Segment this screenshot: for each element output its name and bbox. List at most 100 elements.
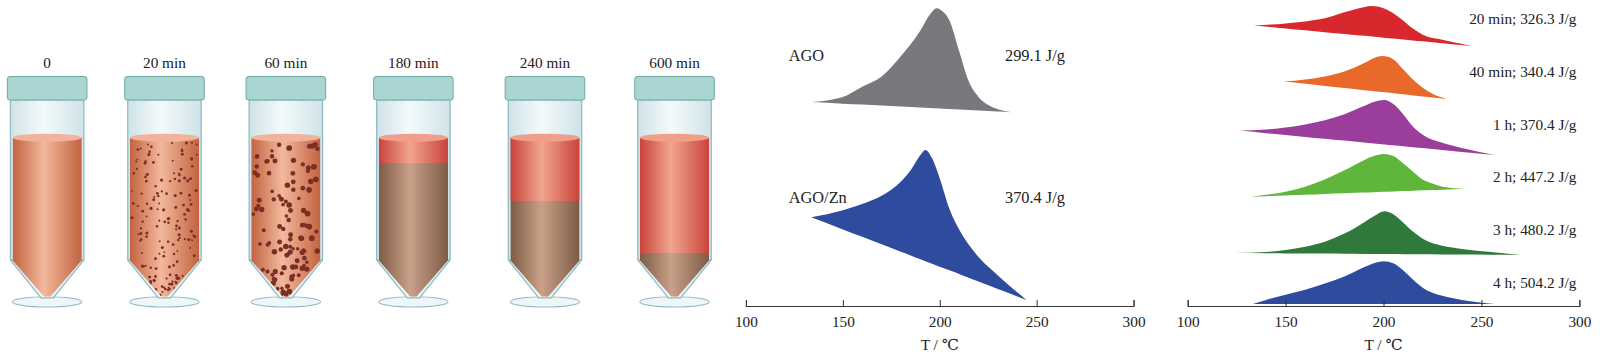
- series-label: 4 h; 504.2 J/g: [1493, 274, 1577, 291]
- particle: [284, 200, 288, 204]
- particle: [139, 240, 141, 242]
- particle: [193, 235, 196, 238]
- tube-cap: [7, 77, 87, 100]
- particle: [159, 294, 161, 296]
- particle: [145, 180, 148, 183]
- tube: 180 min: [374, 54, 454, 307]
- tube-cap: [246, 77, 326, 100]
- particle: [301, 208, 306, 213]
- particle: [150, 283, 152, 285]
- particle: [157, 195, 160, 198]
- particle: [280, 287, 283, 290]
- tube-cap: [505, 77, 585, 100]
- figure-svg: 020 min60 min180 min240 min600 minAGO299…: [0, 0, 1600, 355]
- tube-cap: [125, 77, 205, 100]
- particle: [161, 190, 163, 192]
- liquid-sediment: [640, 133, 709, 301]
- particle: [266, 159, 270, 163]
- particle: [139, 232, 142, 235]
- particle: [286, 202, 292, 208]
- particle: [195, 189, 198, 192]
- particle: [168, 266, 171, 269]
- particle: [259, 207, 264, 212]
- particle: [314, 229, 318, 233]
- particle: [165, 192, 168, 195]
- particle: [315, 248, 320, 253]
- x-tick-label: 250: [1026, 313, 1049, 330]
- particle: [172, 264, 175, 267]
- particle: [285, 214, 288, 217]
- particle: [300, 186, 305, 191]
- tube-cap: [374, 77, 454, 100]
- particle: [189, 199, 191, 201]
- particle: [149, 280, 152, 283]
- particle: [298, 236, 302, 240]
- x-tick: 100: [735, 300, 758, 330]
- particle: [293, 265, 298, 270]
- x-tick: 300: [1123, 300, 1146, 330]
- particle: [273, 269, 277, 273]
- particle: [175, 228, 177, 230]
- dsc-peak: [1240, 100, 1495, 155]
- particle: [298, 235, 304, 241]
- particle: [186, 179, 189, 182]
- tubes: 020 min60 min180 min240 min600 min: [7, 54, 714, 307]
- x-tick-mark: [1134, 300, 1135, 306]
- tube-label: 180 min: [388, 54, 439, 71]
- particle: [270, 190, 274, 194]
- x-tick: 150: [832, 300, 855, 330]
- particle: [271, 281, 276, 286]
- dsc-peak: [1251, 154, 1465, 197]
- dsc-chart: 20 min; 326.3 J/g40 min; 340.4 J/g1 h; 3…: [1177, 6, 1592, 353]
- particle: [154, 288, 157, 291]
- particle: [158, 253, 160, 255]
- dsc-peak: [811, 150, 1026, 300]
- particle: [167, 217, 170, 220]
- particle: [291, 187, 295, 191]
- particle: [154, 257, 157, 260]
- x-tick: 250: [1470, 300, 1493, 330]
- particle: [140, 238, 142, 240]
- particle: [278, 247, 283, 252]
- particle: [182, 204, 185, 207]
- particle: [184, 218, 186, 220]
- plot-area: [811, 8, 1026, 300]
- particle: [176, 220, 178, 222]
- particle: [272, 249, 278, 255]
- particle: [173, 287, 175, 289]
- particle: [313, 177, 319, 183]
- particle: [169, 180, 171, 182]
- particle: [141, 220, 143, 222]
- x-tick: 300: [1568, 300, 1591, 330]
- particle: [150, 207, 153, 210]
- particle: [280, 271, 284, 275]
- x-tick: 200: [1373, 300, 1396, 330]
- particle: [285, 284, 290, 289]
- curve-labels: 20 min; 326.3 J/g40 min; 340.4 J/g1 h; 3…: [1469, 10, 1576, 291]
- particle: [277, 224, 282, 229]
- series-label: 2 h; 447.2 J/g: [1493, 168, 1577, 185]
- particle: [182, 275, 184, 277]
- x-axis-title: T / ℃: [921, 336, 959, 353]
- series-label: 1 h; 370.4 J/g: [1493, 116, 1577, 133]
- particle: [131, 190, 133, 192]
- particle: [308, 179, 314, 185]
- particle: [188, 194, 191, 197]
- liquid-surface: [510, 134, 579, 142]
- x-tick: 200: [929, 300, 952, 330]
- liquid-clear: [640, 133, 709, 253]
- particle: [290, 171, 295, 176]
- particle: [162, 208, 165, 211]
- particle: [141, 264, 144, 267]
- x-tick: 100: [1177, 300, 1200, 330]
- particle: [193, 254, 196, 257]
- liquid-surface: [379, 134, 448, 142]
- particle: [137, 233, 139, 235]
- particle: [159, 240, 161, 242]
- x-tick-label: 150: [832, 313, 855, 330]
- tube-label: 240 min: [520, 54, 571, 71]
- particle: [152, 161, 155, 164]
- particle: [147, 153, 150, 156]
- particle: [146, 215, 148, 217]
- particle: [140, 147, 142, 149]
